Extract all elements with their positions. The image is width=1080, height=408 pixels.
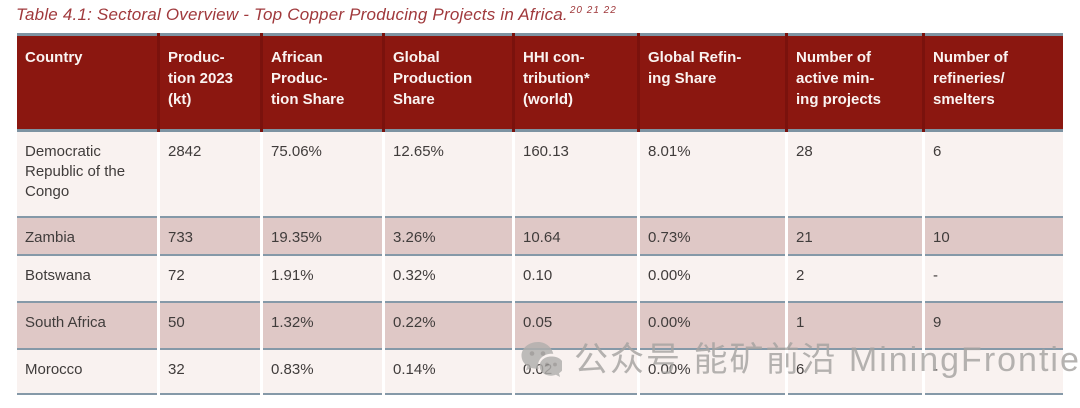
table-row-botswana: Botswana 72 1.91% 0.32% 0.10 0.00% 2 - (17, 256, 1063, 303)
cell-production: 50 (160, 303, 260, 350)
table-caption-text: Table 4.1: Sectoral Overview - Top Coppe… (16, 5, 568, 24)
cell-african-share: 1.91% (263, 256, 382, 303)
cell-country: Morocco (17, 350, 157, 395)
cell-refineries: - (925, 350, 1063, 395)
cell-country: South Africa (17, 303, 157, 350)
cell-hhi: 10.64 (515, 218, 637, 256)
column-header-global-production-share: Global Production Share (385, 33, 512, 132)
cell-global-share: 0.14% (385, 350, 512, 395)
cell-african-share: 1.32% (263, 303, 382, 350)
cell-african-share: 75.06% (263, 132, 382, 218)
header-row: Country Produc- tion 2023 (kt) African P… (17, 33, 1063, 132)
cell-production: 72 (160, 256, 260, 303)
cell-refineries: 6 (925, 132, 1063, 218)
cell-refining-share: 0.73% (640, 218, 785, 256)
cell-global-share: 12.65% (385, 132, 512, 218)
cell-hhi: 0.10 (515, 256, 637, 303)
cell-global-share: 3.26% (385, 218, 512, 256)
column-header-active-mining-projects: Number of active min- ing projects (788, 33, 922, 132)
cell-mining-projects: 1 (788, 303, 922, 350)
table-row-south-africa: South Africa 50 1.32% 0.22% 0.05 0.00% 1… (17, 303, 1063, 350)
cell-refining-share: 0.00% (640, 303, 785, 350)
table-caption: Table 4.1: Sectoral Overview - Top Coppe… (16, 5, 617, 25)
column-header-african-production-share: African Produc- tion Share (263, 33, 382, 132)
table-row-drc: Democratic Republic of the Congo 2842 75… (17, 132, 1063, 218)
cell-refineries: 10 (925, 218, 1063, 256)
column-header-global-refining-share: Global Refin- ing Share (640, 33, 785, 132)
cell-refineries: 9 (925, 303, 1063, 350)
cell-african-share: 19.35% (263, 218, 382, 256)
cell-mining-projects: 2 (788, 256, 922, 303)
footnote-references: 20 21 22 (569, 5, 617, 17)
table-row-morocco: Morocco 32 0.83% 0.14% 0.02 0.00% 6 - (17, 350, 1063, 395)
cell-hhi: 0.02 (515, 350, 637, 395)
column-header-country: Country (17, 33, 157, 132)
cell-country: Zambia (17, 218, 157, 256)
cell-refining-share: 0.00% (640, 256, 785, 303)
cell-mining-projects: 28 (788, 132, 922, 218)
cell-mining-projects: 21 (788, 218, 922, 256)
cell-mining-projects: 6 (788, 350, 922, 395)
table-row-zambia: Zambia 733 19.35% 3.26% 10.64 0.73% 21 1… (17, 218, 1063, 256)
cell-hhi: 160.13 (515, 132, 637, 218)
column-header-refineries-smelters: Number of refineries/ smelters (925, 33, 1063, 132)
cell-country: Botswana (17, 256, 157, 303)
cell-refining-share: 0.00% (640, 350, 785, 395)
cell-country: Democratic Republic of the Congo (17, 132, 157, 218)
cell-production: 32 (160, 350, 260, 395)
cell-production: 733 (160, 218, 260, 256)
copper-projects-table: Country Produc- tion 2023 (kt) African P… (14, 33, 1066, 395)
cell-global-share: 0.22% (385, 303, 512, 350)
cell-production: 2842 (160, 132, 260, 218)
column-header-production-2023: Produc- tion 2023 (kt) (160, 33, 260, 132)
cell-african-share: 0.83% (263, 350, 382, 395)
column-header-hhi-contribution: HHI con- tribution* (world) (515, 33, 637, 132)
cell-hhi: 0.05 (515, 303, 637, 350)
cell-refining-share: 8.01% (640, 132, 785, 218)
cell-global-share: 0.32% (385, 256, 512, 303)
cell-refineries: - (925, 256, 1063, 303)
